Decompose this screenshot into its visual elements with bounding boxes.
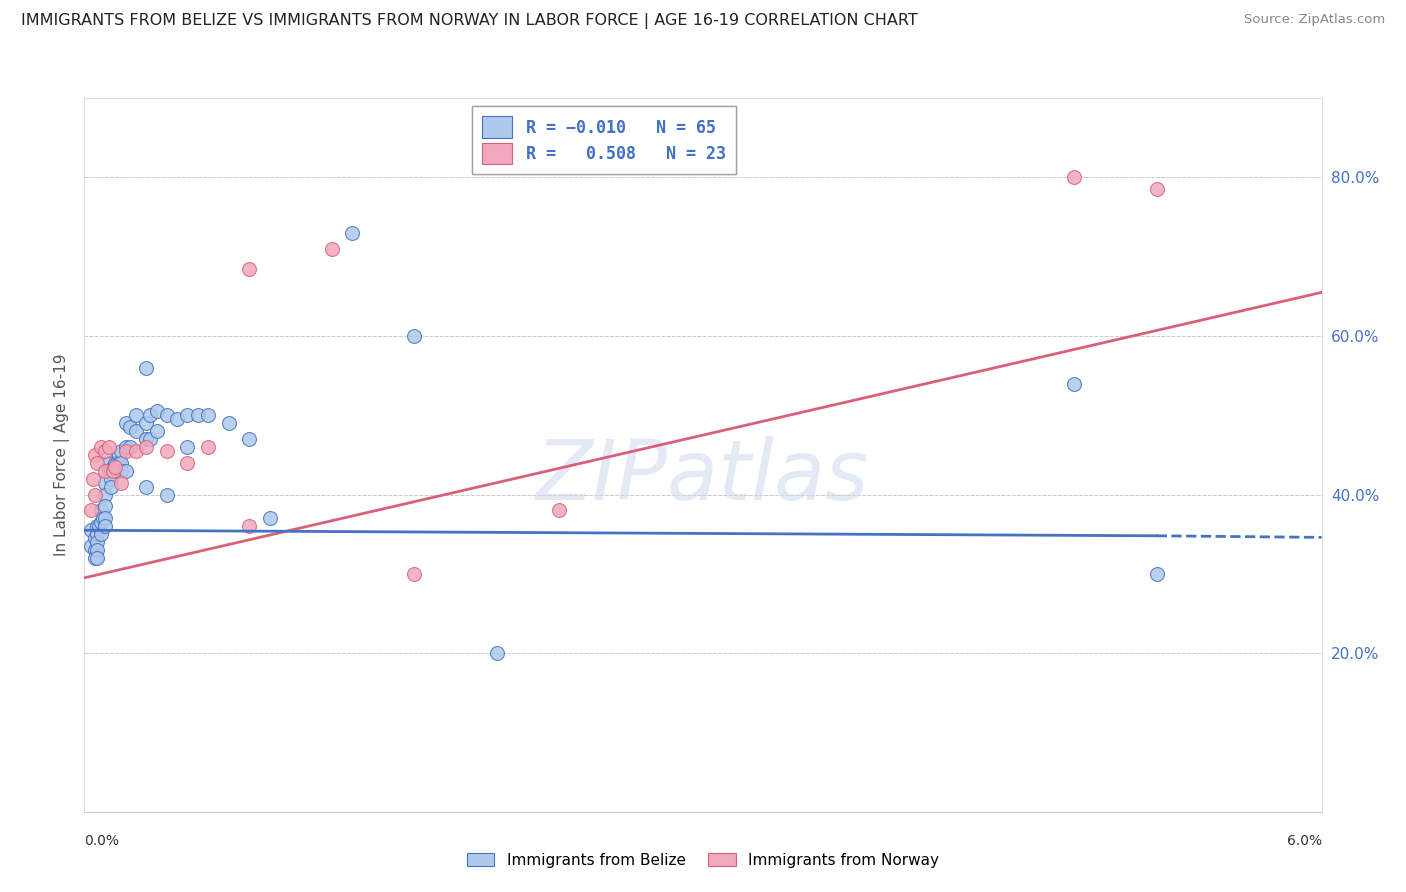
Point	[1146, 566, 1168, 581]
Point	[1063, 170, 1085, 185]
Point	[342, 226, 364, 240]
Point	[135, 360, 157, 375]
Point	[135, 440, 157, 454]
Point	[87, 519, 110, 533]
Point	[187, 409, 209, 423]
Point	[1146, 182, 1168, 196]
Point	[321, 242, 343, 256]
Point	[259, 511, 281, 525]
Point	[104, 456, 127, 470]
Point	[94, 444, 117, 458]
Point	[94, 519, 117, 533]
Point	[110, 475, 132, 490]
Point	[145, 404, 167, 418]
Point	[82, 472, 104, 486]
Point	[86, 519, 108, 533]
Point	[86, 551, 108, 566]
Point	[98, 464, 121, 478]
Point	[118, 440, 141, 454]
Point	[91, 511, 114, 525]
Point	[103, 459, 125, 474]
Point	[94, 511, 117, 525]
Point	[79, 539, 101, 553]
Point	[100, 472, 122, 486]
Point	[110, 456, 132, 470]
Point	[156, 444, 179, 458]
Text: ZIPatlas: ZIPatlas	[536, 436, 870, 516]
Point	[110, 464, 132, 478]
Point	[176, 456, 198, 470]
Point	[156, 487, 179, 501]
Point	[100, 480, 122, 494]
Point	[98, 440, 121, 454]
Point	[166, 412, 188, 426]
Point	[218, 416, 240, 430]
Point	[135, 416, 157, 430]
Point	[79, 523, 101, 537]
Point	[90, 503, 112, 517]
Point	[103, 464, 125, 478]
Point	[135, 432, 157, 446]
Point	[94, 464, 117, 478]
Point	[98, 456, 121, 470]
Point	[238, 261, 260, 276]
Point	[105, 456, 128, 470]
Text: Source: ZipAtlas.com: Source: ZipAtlas.com	[1244, 13, 1385, 27]
Point	[94, 487, 117, 501]
Point	[114, 416, 136, 430]
Point	[79, 503, 101, 517]
Point	[156, 409, 179, 423]
Text: 6.0%: 6.0%	[1286, 834, 1322, 848]
Point	[404, 566, 426, 581]
Point	[197, 409, 219, 423]
Point	[135, 480, 157, 494]
Point	[145, 424, 167, 438]
Point	[94, 475, 117, 490]
Point	[125, 409, 148, 423]
Point	[83, 531, 105, 545]
Point	[197, 440, 219, 454]
Point	[547, 503, 569, 517]
Text: IMMIGRANTS FROM BELIZE VS IMMIGRANTS FROM NORWAY IN LABOR FORCE | AGE 16-19 CORR: IMMIGRANTS FROM BELIZE VS IMMIGRANTS FRO…	[21, 13, 918, 29]
Legend: R = −0.010   N = 65, R =   0.508   N = 23: R = −0.010 N = 65, R = 0.508 N = 23	[472, 106, 735, 174]
Point	[404, 329, 426, 343]
Point	[125, 424, 148, 438]
Point	[1063, 376, 1085, 391]
Legend: Immigrants from Belize, Immigrants from Norway: Immigrants from Belize, Immigrants from …	[460, 845, 946, 875]
Point	[86, 535, 108, 549]
Point	[114, 440, 136, 454]
Point	[86, 527, 108, 541]
Point	[105, 464, 128, 478]
Y-axis label: In Labor Force | Age 16-19: In Labor Force | Age 16-19	[55, 353, 70, 557]
Point	[83, 487, 105, 501]
Point	[100, 464, 122, 478]
Point	[90, 516, 112, 530]
Point	[90, 527, 112, 541]
Point	[108, 456, 131, 470]
Point	[139, 409, 162, 423]
Point	[83, 543, 105, 558]
Point	[176, 409, 198, 423]
Point	[94, 500, 117, 514]
Point	[176, 440, 198, 454]
Point	[110, 444, 132, 458]
Point	[83, 448, 105, 462]
Point	[114, 444, 136, 458]
Point	[238, 519, 260, 533]
Point	[125, 444, 148, 458]
Point	[86, 456, 108, 470]
Point	[90, 440, 112, 454]
Point	[118, 420, 141, 434]
Point	[104, 459, 127, 474]
Point	[86, 543, 108, 558]
Point	[104, 464, 127, 478]
Point	[108, 448, 131, 462]
Text: 0.0%: 0.0%	[84, 834, 120, 848]
Point	[114, 464, 136, 478]
Point	[238, 432, 260, 446]
Point	[83, 551, 105, 566]
Point	[139, 432, 162, 446]
Point	[485, 646, 508, 660]
